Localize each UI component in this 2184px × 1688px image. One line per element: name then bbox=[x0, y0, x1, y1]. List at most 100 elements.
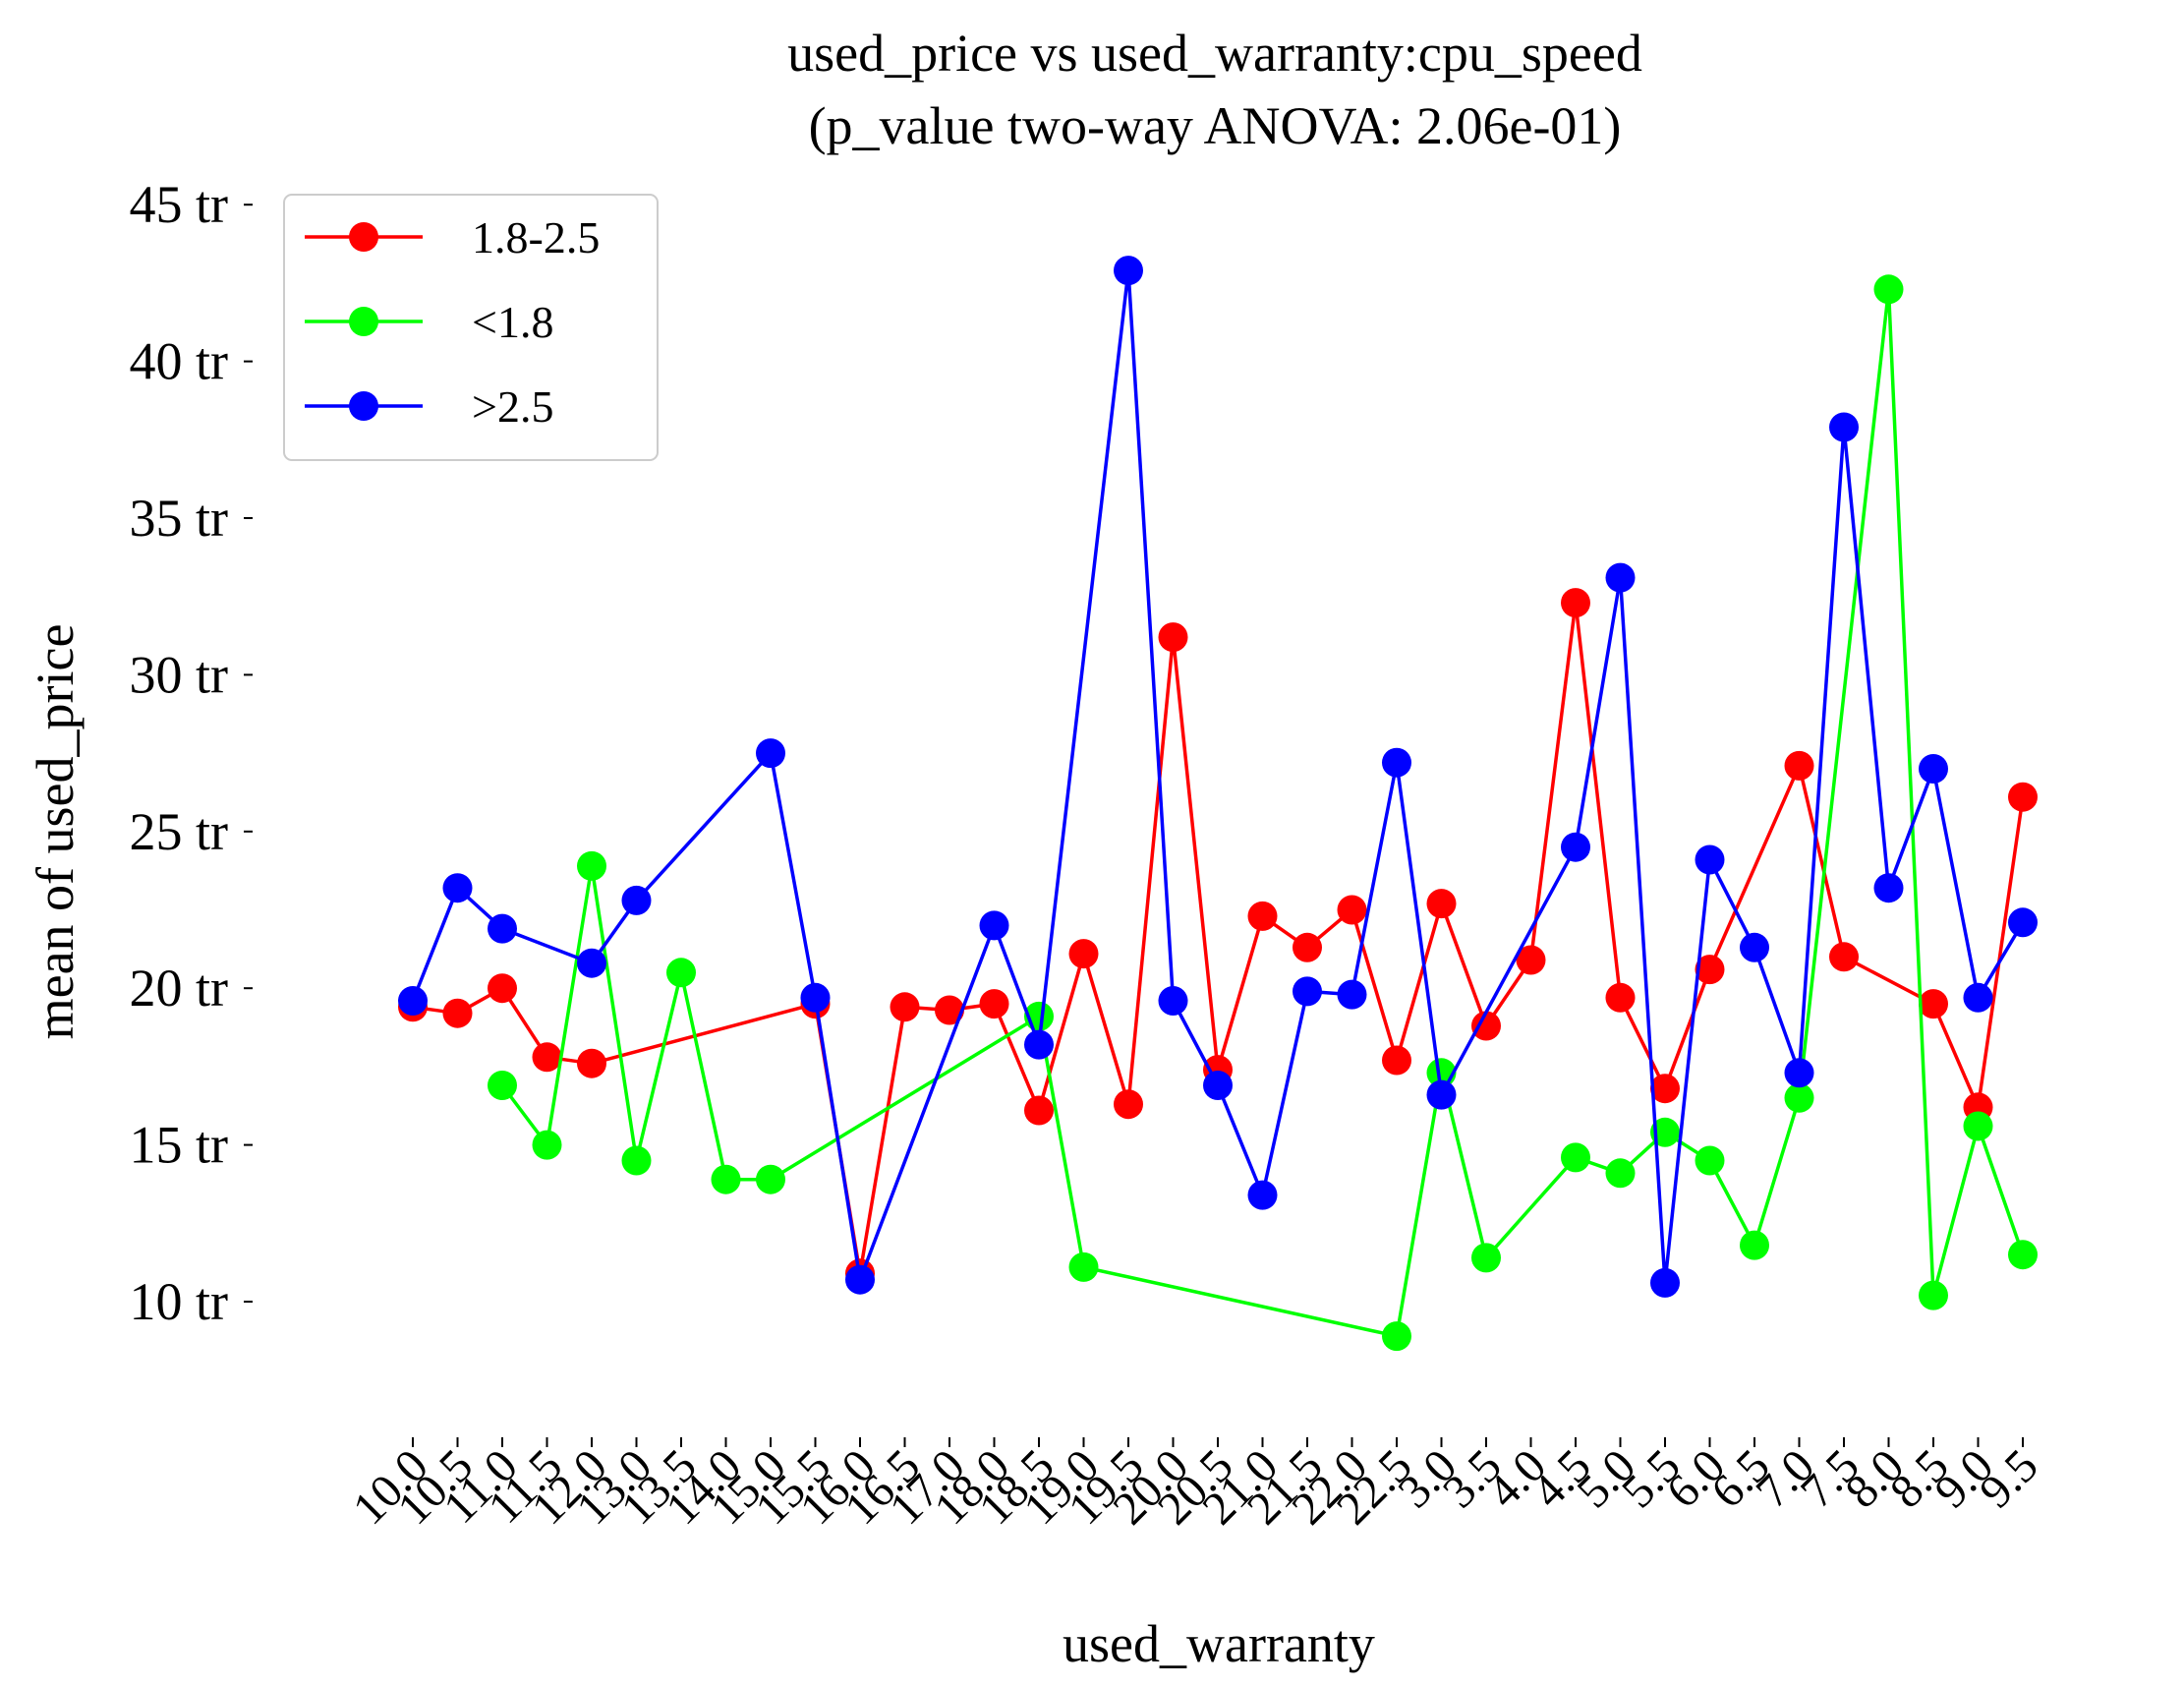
data-point bbox=[1293, 976, 1322, 1007]
data-point bbox=[532, 1042, 562, 1073]
data-point bbox=[1114, 1089, 1143, 1120]
legend-label: >2.5 bbox=[472, 381, 553, 432]
data-point bbox=[1337, 895, 1367, 925]
data-point bbox=[1695, 955, 1725, 985]
data-point bbox=[577, 1048, 606, 1078]
y-tick-label: 30 tr bbox=[130, 645, 229, 704]
data-point bbox=[1605, 562, 1636, 593]
data-point bbox=[1516, 945, 1546, 975]
legend: 1.8-2.5 <1.8 >2.5 bbox=[283, 194, 659, 461]
series-line bbox=[500, 287, 2025, 1338]
data-point bbox=[577, 850, 606, 881]
data-point bbox=[1963, 982, 1993, 1013]
data-point bbox=[756, 738, 785, 769]
data-point bbox=[1247, 901, 1278, 931]
data-point bbox=[1561, 1142, 1590, 1173]
data-point bbox=[488, 1071, 517, 1100]
data-point bbox=[1695, 844, 1725, 875]
y-tick-label: 10 tr bbox=[130, 1272, 229, 1331]
data-point bbox=[1650, 1074, 1680, 1104]
data-point bbox=[2008, 1240, 2038, 1270]
y-tick-label: 35 tr bbox=[130, 489, 229, 548]
data-point bbox=[488, 973, 517, 1004]
data-point bbox=[979, 989, 1009, 1019]
y-tick-label: 40 tr bbox=[130, 332, 229, 391]
data-point bbox=[621, 885, 652, 915]
data-point bbox=[1919, 989, 1948, 1019]
data-point bbox=[1471, 1243, 1501, 1273]
data-point bbox=[800, 982, 831, 1013]
data-point bbox=[890, 992, 920, 1022]
data-point bbox=[442, 873, 473, 903]
data-point bbox=[666, 958, 696, 988]
data-point bbox=[1561, 832, 1590, 862]
data-point bbox=[979, 910, 1009, 941]
data-point bbox=[1740, 932, 1769, 962]
y-axis-label: mean of used_price bbox=[26, 624, 85, 1040]
data-point bbox=[532, 1130, 562, 1160]
chart-title: used_price vs used_warranty:cpu_speed bbox=[787, 24, 1642, 83]
data-point bbox=[1158, 622, 1188, 653]
data-point bbox=[1784, 750, 1814, 781]
data-point bbox=[1068, 939, 1099, 969]
legend-marker bbox=[349, 222, 378, 252]
data-point bbox=[1382, 747, 1411, 778]
data-point bbox=[621, 1145, 652, 1176]
data-point bbox=[1293, 932, 1322, 962]
series-1 bbox=[488, 274, 2038, 1352]
x-tick-label: 9.5 bbox=[1970, 1439, 2048, 1518]
data-point bbox=[1426, 1079, 1457, 1110]
series-2 bbox=[398, 256, 2038, 1298]
data-point bbox=[1963, 1111, 1993, 1141]
y-axis: 10 tr 15 tr 20 tr 25 tr 30 tr 35 tr 40 tr 45 tr bbox=[130, 175, 253, 1331]
data-point bbox=[1919, 1280, 1948, 1310]
legend-marker bbox=[349, 307, 378, 336]
data-point bbox=[1919, 754, 1948, 784]
chart-subtitle: (p_value two-way ANOVA: 2.06e-01) bbox=[809, 96, 1622, 155]
data-point bbox=[1784, 1058, 1814, 1088]
data-point bbox=[1114, 256, 1143, 286]
x-axis: 10.010.511.011.512.013.013.514.015.015.5… bbox=[343, 1437, 2048, 1535]
data-point bbox=[1382, 1045, 1411, 1076]
data-point bbox=[1829, 942, 1859, 972]
data-point bbox=[398, 986, 428, 1016]
data-point bbox=[1203, 1071, 1233, 1100]
y-tick-label: 45 tr bbox=[130, 175, 229, 234]
data-point bbox=[1561, 588, 1590, 618]
data-point bbox=[2008, 907, 2038, 938]
data-point bbox=[1650, 1267, 1680, 1298]
data-point bbox=[1605, 982, 1636, 1013]
data-point bbox=[935, 995, 964, 1025]
x-axis-label: used_warranty bbox=[1063, 1614, 1375, 1673]
data-point bbox=[488, 913, 517, 944]
data-point bbox=[1873, 873, 1904, 903]
data-point bbox=[577, 948, 606, 978]
data-point bbox=[1873, 274, 1904, 305]
data-point bbox=[1605, 1158, 1636, 1189]
data-point bbox=[1426, 889, 1457, 919]
data-point bbox=[1247, 1180, 1278, 1210]
legend-label: <1.8 bbox=[472, 297, 553, 347]
series-0 bbox=[398, 588, 2038, 1289]
y-tick-label: 15 tr bbox=[130, 1116, 229, 1175]
data-point bbox=[1068, 1251, 1099, 1282]
data-point bbox=[2008, 782, 2038, 812]
data-point bbox=[1829, 412, 1859, 442]
data-point bbox=[1740, 1230, 1769, 1260]
data-point bbox=[1471, 1011, 1501, 1041]
data-point bbox=[1382, 1321, 1411, 1352]
series-layer bbox=[398, 256, 2038, 1352]
data-point bbox=[1024, 1095, 1054, 1126]
data-point bbox=[1024, 1029, 1054, 1060]
data-point bbox=[442, 998, 473, 1028]
legend-label: 1.8-2.5 bbox=[472, 212, 600, 262]
data-point bbox=[756, 1164, 785, 1194]
data-point bbox=[845, 1264, 875, 1295]
data-point bbox=[1695, 1145, 1725, 1176]
y-tick-label: 20 tr bbox=[130, 959, 229, 1018]
legend-box bbox=[283, 194, 659, 461]
data-point bbox=[1784, 1082, 1814, 1113]
data-point bbox=[711, 1164, 741, 1194]
legend-marker bbox=[349, 391, 378, 421]
